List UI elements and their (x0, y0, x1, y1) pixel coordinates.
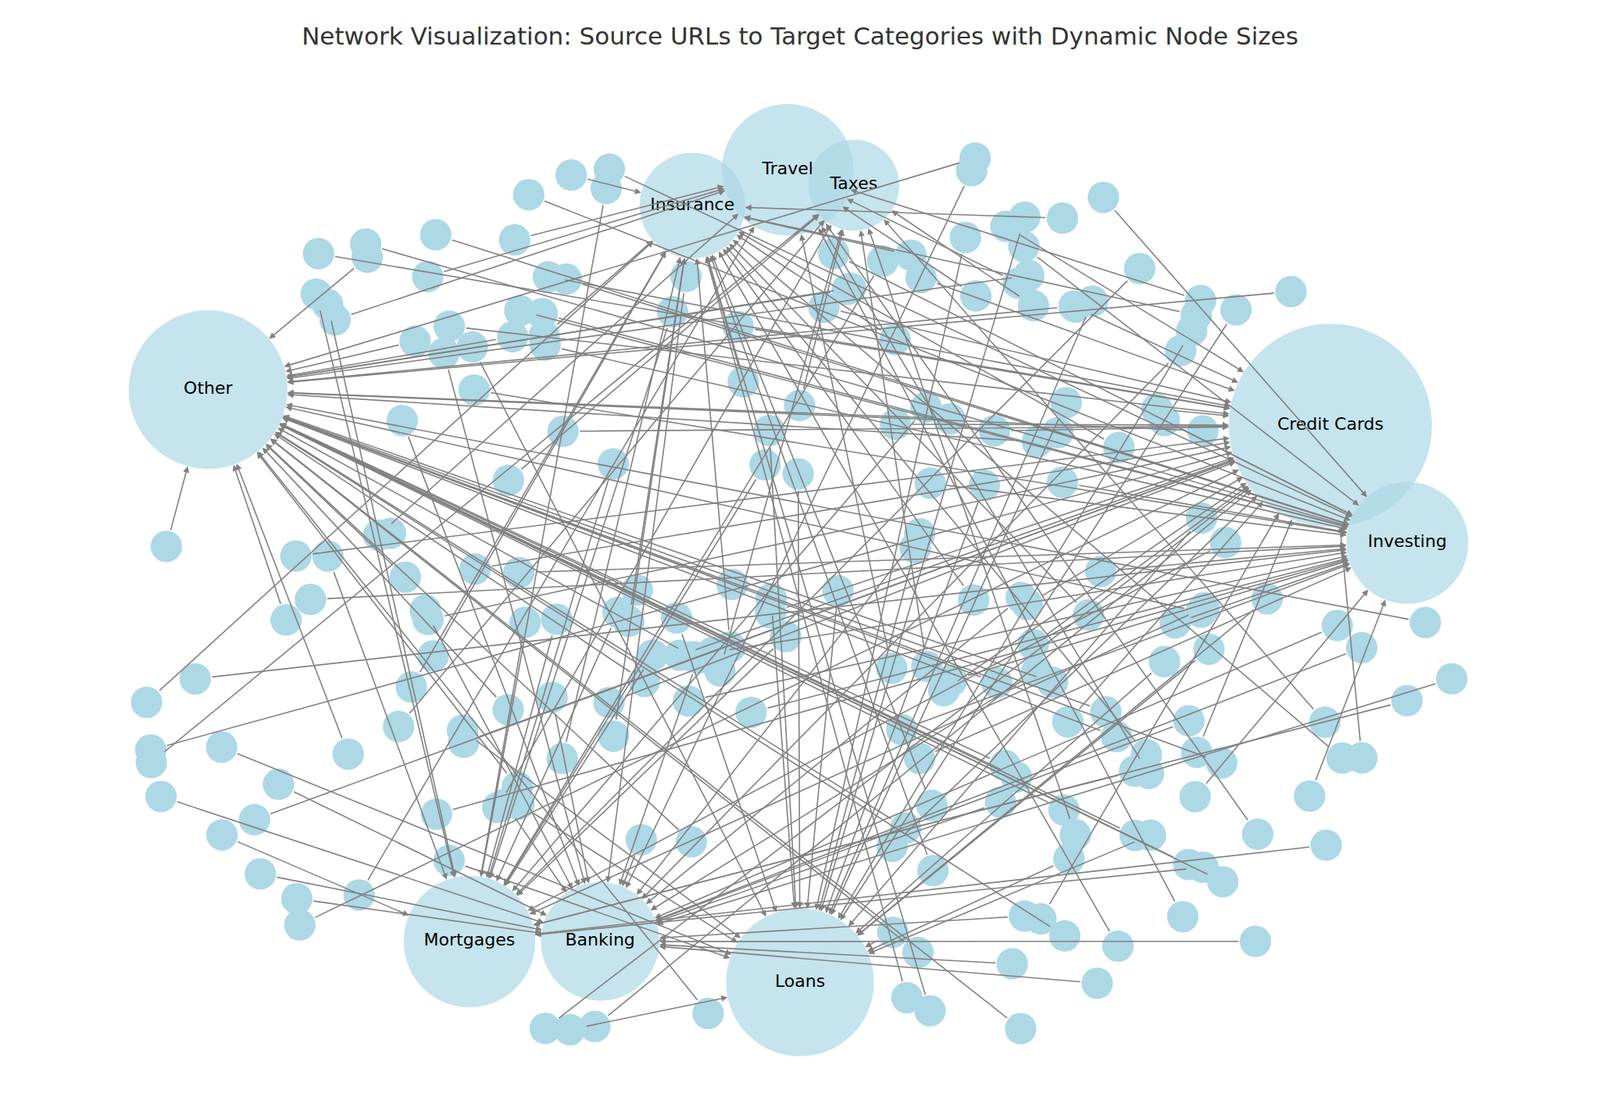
svg-text:Credit Cards: Credit Cards (1277, 414, 1384, 434)
svg-text:Travel: Travel (761, 158, 814, 179)
svg-text:Insurance: Insurance (650, 194, 735, 215)
svg-text:Investing: Investing (1367, 531, 1447, 551)
svg-text:Loans: Loans (775, 971, 825, 991)
svg-text:Network Visualization: Source: Network Visualization: Source URLs to Ta… (301, 21, 1299, 50)
svg-text:Mortgages: Mortgages (424, 929, 516, 950)
svg-text:Other: Other (183, 378, 233, 398)
svg-text:Banking: Banking (565, 929, 636, 950)
svg-text:Taxes: Taxes (829, 173, 879, 193)
